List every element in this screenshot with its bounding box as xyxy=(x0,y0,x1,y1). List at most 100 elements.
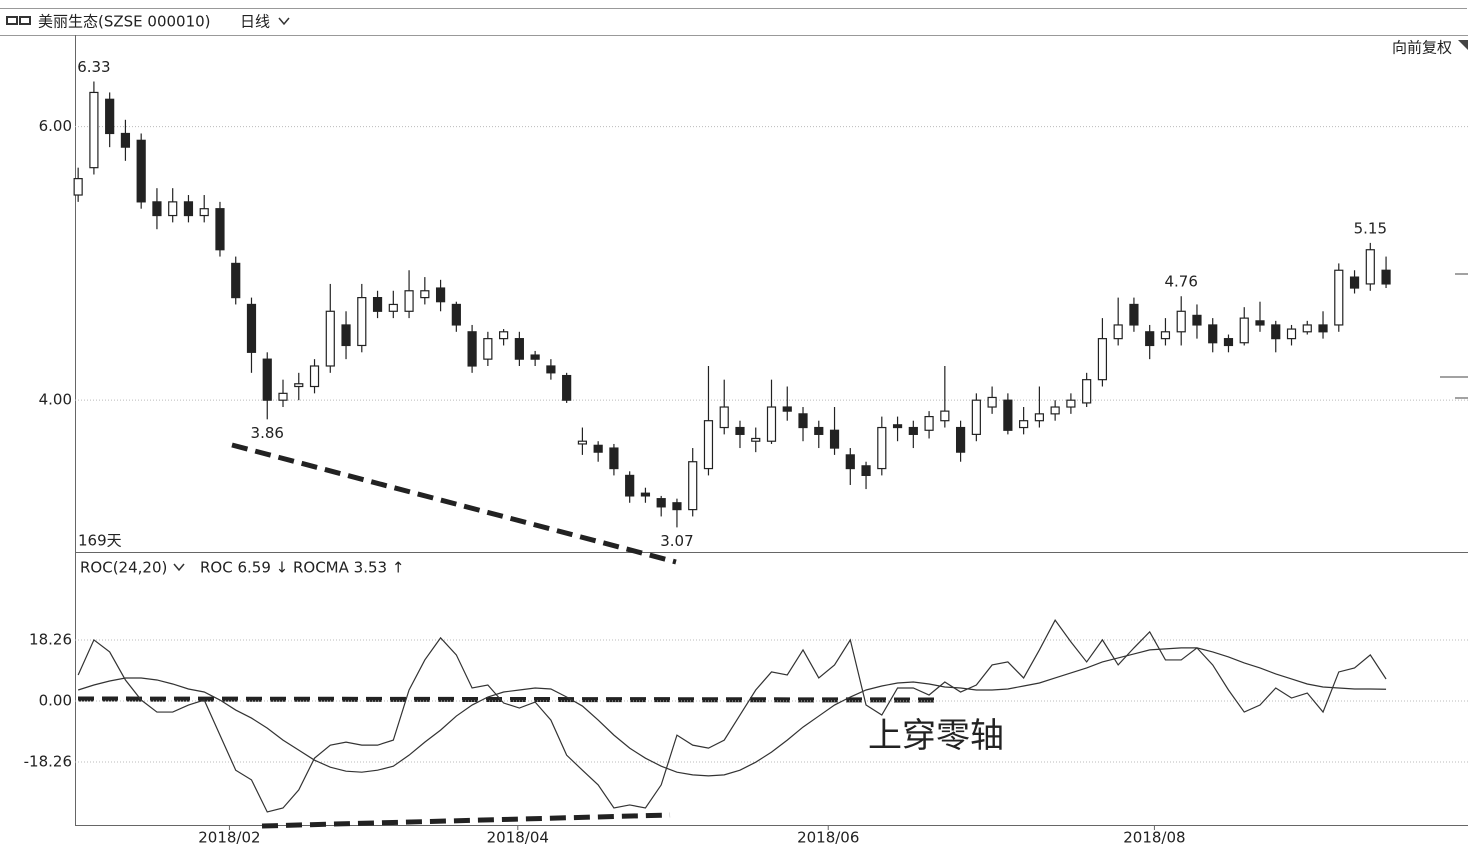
candle-body xyxy=(892,424,903,429)
left-border xyxy=(75,35,76,825)
x-tick-label: 2018/04 xyxy=(487,829,549,847)
trend-line xyxy=(77,696,941,703)
corner-mark xyxy=(1458,40,1468,50)
candle-body xyxy=(467,331,477,367)
candle-body xyxy=(309,365,320,388)
candle-body xyxy=(372,297,383,312)
candle-body xyxy=(278,392,288,401)
candle-body xyxy=(766,406,777,442)
y-tick-label: 6.00 xyxy=(39,117,72,135)
indicator-line xyxy=(77,647,1387,777)
candle-body xyxy=(514,338,524,360)
top-rule xyxy=(0,8,1467,9)
candle-body xyxy=(262,358,272,401)
price-label: 3.07 xyxy=(660,532,693,550)
x-tick-label: 2018/08 xyxy=(1123,829,1185,847)
candle-body xyxy=(1365,249,1375,285)
candle-body xyxy=(435,287,446,303)
candle-body xyxy=(357,297,367,347)
candle-body xyxy=(120,132,131,148)
x-tick-label: 2018/06 xyxy=(797,829,859,847)
y-tick-label: 0.00 xyxy=(39,692,72,710)
candle-body xyxy=(1003,399,1013,431)
candle-body xyxy=(294,383,304,388)
candle-body xyxy=(719,406,729,429)
candle-body xyxy=(987,396,997,408)
candle-body xyxy=(1318,324,1328,333)
candle-body xyxy=(908,426,918,435)
candle-body xyxy=(593,444,603,453)
candle-body xyxy=(924,415,934,431)
candle-body xyxy=(1066,399,1076,408)
y-tick-label: 18.26 xyxy=(29,631,72,649)
candle-body xyxy=(672,502,682,511)
price-label: 4.76 xyxy=(1165,273,1198,291)
candle-body xyxy=(971,399,981,435)
candle-body xyxy=(1176,310,1186,333)
adjust[interactable]: 向前复权 xyxy=(1392,39,1452,57)
candle-body xyxy=(530,354,540,360)
symbol[interactable]: 美丽生态(SZSE 000010) xyxy=(38,13,211,31)
candle-body xyxy=(499,331,509,340)
candle-body xyxy=(1097,338,1108,381)
indicator-title[interactable]: ROC(24,20) xyxy=(80,559,167,577)
indicator-caret xyxy=(173,563,185,572)
candle-body xyxy=(1050,406,1060,415)
legend: ROC 6.59 ↓ ROCMA 3.53 ↑ xyxy=(200,559,404,577)
trend-line xyxy=(261,812,671,829)
link-icon xyxy=(6,16,31,25)
candle-body xyxy=(404,290,414,312)
candle-body xyxy=(1113,324,1123,340)
candle-body xyxy=(483,338,493,360)
header-rule xyxy=(0,35,1468,36)
candle-body xyxy=(546,365,556,374)
candle-body xyxy=(782,406,792,412)
candle-body xyxy=(703,420,714,470)
candle-body xyxy=(814,426,824,435)
candle-body xyxy=(341,324,351,347)
candle-body xyxy=(829,429,840,449)
candle-body xyxy=(1160,331,1171,340)
candle-body xyxy=(1019,420,1029,429)
candle-body xyxy=(1286,328,1297,340)
count-label: 169天 xyxy=(78,532,122,550)
candle-body xyxy=(183,201,194,217)
candle-body xyxy=(231,262,241,299)
indicator-line xyxy=(77,619,1387,813)
candle-body xyxy=(1302,324,1312,333)
candle-body xyxy=(152,201,162,217)
candle-body xyxy=(1271,324,1281,340)
candle-body xyxy=(845,454,855,470)
trend-line xyxy=(231,442,677,565)
candle-body xyxy=(105,98,115,135)
price-label: 3.86 xyxy=(251,424,284,442)
candle-body xyxy=(1145,331,1155,347)
candle-body xyxy=(215,208,225,251)
candle-body xyxy=(1334,269,1344,326)
candle-body xyxy=(1082,379,1092,404)
candle-body xyxy=(1223,338,1234,347)
candle-body xyxy=(199,208,209,217)
period[interactable]: 日线 xyxy=(240,13,270,31)
candle-body xyxy=(940,410,950,422)
bottom-border xyxy=(75,825,1468,826)
candle-body xyxy=(609,447,619,470)
candle-body xyxy=(955,426,966,453)
candle-body xyxy=(1034,413,1044,422)
candle-body xyxy=(577,440,588,445)
candle-body xyxy=(136,139,146,203)
candle-body xyxy=(656,498,666,508)
price-label: 6.33 xyxy=(77,58,110,76)
candle-body xyxy=(73,178,83,196)
candle-body xyxy=(325,310,335,367)
candle-body xyxy=(89,91,99,169)
candle-body xyxy=(1349,276,1360,289)
candle-body xyxy=(798,413,808,429)
candle-body xyxy=(751,437,761,442)
candle-body xyxy=(1129,303,1139,326)
candle-body xyxy=(625,474,635,497)
candle-body xyxy=(246,303,257,353)
candle-body xyxy=(562,374,572,401)
x-tick-label: 2018/02 xyxy=(198,829,260,847)
